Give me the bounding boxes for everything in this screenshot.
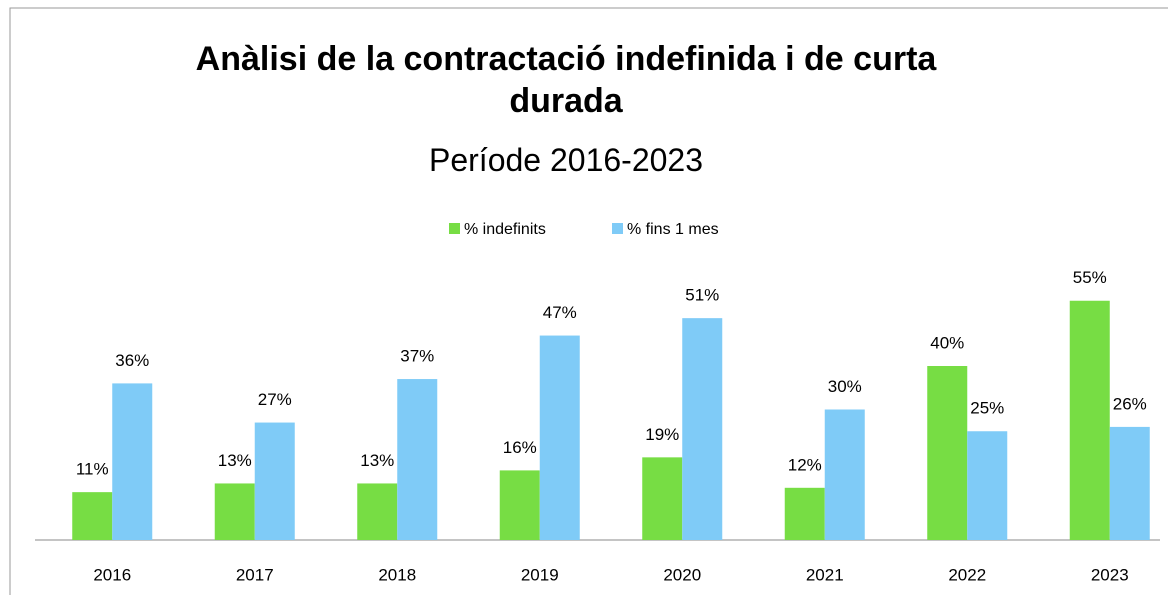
bar [214, 483, 255, 540]
x-tick-label: 2022 [948, 565, 986, 584]
data-label: 30% [828, 377, 862, 396]
chart-title: Anàlisi de la contractació indefinida i … [195, 40, 937, 120]
bar [824, 409, 865, 540]
bar [682, 318, 723, 540]
bar [254, 422, 295, 540]
chart-border [9, 7, 1168, 595]
data-label: 11% [76, 460, 109, 479]
bar [642, 457, 683, 540]
x-tick-label: 2016 [93, 565, 131, 584]
x-tick-label: 2020 [663, 565, 701, 584]
data-label: 47% [543, 303, 577, 322]
legend-label: % indefinits [464, 221, 546, 238]
bar [112, 383, 153, 540]
bar [1109, 426, 1150, 540]
bar [927, 366, 968, 540]
data-label: 19% [645, 425, 679, 444]
data-label: 37% [400, 347, 434, 366]
x-tick-label: 2023 [1091, 565, 1129, 584]
x-tick-label: 2017 [236, 565, 274, 584]
data-label: 13% [360, 451, 394, 470]
bar [967, 431, 1008, 540]
data-label: 16% [503, 438, 537, 457]
bar [72, 492, 113, 540]
x-tick-label: 2019 [521, 565, 559, 584]
data-label: 40% [930, 333, 964, 352]
legend-label: % fins 1 mes [627, 221, 719, 238]
data-label: 36% [115, 351, 149, 370]
data-label: 13% [218, 451, 252, 470]
bar [397, 379, 438, 540]
data-label: 51% [685, 286, 719, 305]
legend-swatch [612, 223, 623, 234]
bar [499, 470, 540, 540]
bar [357, 483, 398, 540]
bar [1069, 300, 1110, 540]
data-label: 25% [970, 399, 1004, 418]
data-label: 27% [258, 390, 292, 409]
x-tick-label: 2021 [806, 565, 844, 584]
bar [539, 335, 580, 540]
chart-subtitle: Període 2016-2023 [429, 142, 703, 178]
data-label: 12% [788, 455, 822, 474]
x-tick-label: 2018 [378, 565, 416, 584]
data-label: 55% [1073, 268, 1107, 287]
legend-swatch [449, 223, 460, 234]
bar [784, 487, 825, 540]
data-label: 26% [1113, 394, 1147, 413]
